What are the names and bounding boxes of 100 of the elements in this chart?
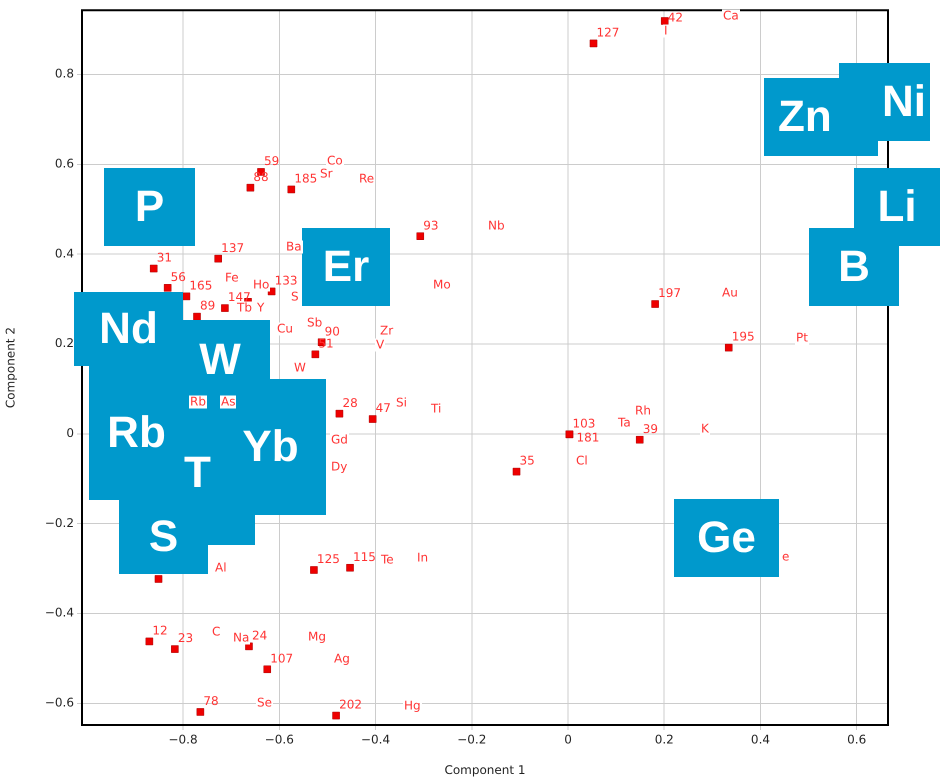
annotation: 125 xyxy=(316,552,340,566)
annotation: Co xyxy=(326,154,344,168)
annotation: Ta xyxy=(617,416,632,430)
annotation: Na xyxy=(232,630,250,644)
x-tick-label: 0.6 xyxy=(847,732,866,746)
annotation: Au xyxy=(721,286,739,300)
point xyxy=(416,232,424,240)
point xyxy=(651,300,659,308)
annotation: W xyxy=(293,360,307,374)
annotation: Gd xyxy=(330,432,349,446)
annotation: Ba xyxy=(285,240,303,254)
point xyxy=(154,575,162,583)
point xyxy=(171,645,179,653)
point xyxy=(196,708,204,716)
annotation: I xyxy=(663,24,669,38)
point xyxy=(724,344,733,352)
annotation: 137 xyxy=(221,240,244,255)
point xyxy=(346,564,354,572)
y-tick-label: 0 xyxy=(66,426,74,440)
point xyxy=(150,264,158,272)
annotation: 59 xyxy=(264,154,280,168)
annotation: Hg xyxy=(403,698,422,712)
annotation: 103 xyxy=(572,416,596,430)
annotation: 47 xyxy=(376,401,391,416)
x-tick-label: −0.2 xyxy=(457,732,486,746)
annotation: 197 xyxy=(658,286,682,300)
y-tick-label: −0.2 xyxy=(44,516,74,530)
annotation: 127 xyxy=(596,26,620,40)
y-axis-title: Component 2 xyxy=(3,327,18,408)
x-axis-title: Component 1 xyxy=(444,762,526,777)
point xyxy=(246,184,254,192)
point xyxy=(336,410,344,418)
annotation: K xyxy=(700,422,710,436)
point xyxy=(288,186,296,194)
annotation: C xyxy=(211,624,222,638)
annotation: Cu xyxy=(276,322,294,336)
annotation: Rh xyxy=(634,404,652,418)
annotation: Fe xyxy=(224,270,240,284)
annotation: 195 xyxy=(732,330,755,344)
point xyxy=(193,312,201,320)
point xyxy=(660,17,669,25)
annotation: 35 xyxy=(520,454,535,468)
annotation: Ca xyxy=(722,8,740,22)
point xyxy=(164,284,172,292)
point xyxy=(310,566,318,574)
annotation: 107 xyxy=(270,651,294,666)
annotation: Y xyxy=(256,300,266,314)
y-tick-label: −0.6 xyxy=(44,696,74,710)
annotation: 31 xyxy=(156,250,172,265)
annotation: 28 xyxy=(342,396,358,410)
annotation: 165 xyxy=(189,278,212,293)
element-tile: Zn xyxy=(764,78,878,156)
point xyxy=(590,40,598,48)
annotation: 90 xyxy=(324,324,340,338)
annotation: Te xyxy=(380,552,395,566)
annotation: 42 xyxy=(668,10,684,24)
x-tick-label: 0.4 xyxy=(750,732,770,746)
point xyxy=(636,436,644,444)
point xyxy=(263,666,272,674)
annotation: Sr xyxy=(319,166,334,180)
element-tile: B xyxy=(809,228,899,306)
annotation: S xyxy=(290,290,300,304)
annotation: V xyxy=(375,338,386,352)
annotation: 185 xyxy=(294,172,318,186)
element-tile: Er xyxy=(302,228,390,306)
x-tick-label: −0.4 xyxy=(360,732,390,746)
annotation: 12 xyxy=(152,624,168,638)
x-tick-label: −0.6 xyxy=(264,732,294,746)
annotation: 51 xyxy=(318,336,334,350)
y-tick-label: 0.2 xyxy=(54,336,74,350)
annotation: Se xyxy=(256,696,273,710)
annotation: Ag xyxy=(333,652,351,666)
annotation: Mg xyxy=(307,630,327,644)
point xyxy=(332,712,340,720)
annotation: Pt xyxy=(795,330,809,344)
annotation: e xyxy=(781,550,790,564)
annotation: Al xyxy=(214,560,228,574)
point xyxy=(214,254,222,262)
annotation: Ho xyxy=(252,278,270,292)
element-tile: Ge xyxy=(674,499,779,577)
annotation: Sb xyxy=(306,316,324,330)
y-tick-label: 0.4 xyxy=(54,246,74,260)
point xyxy=(221,304,229,312)
element-tile: S xyxy=(119,500,208,574)
x-tick-label: 0.2 xyxy=(654,732,674,746)
point xyxy=(512,468,520,476)
annotation: Mo xyxy=(432,278,452,292)
annotation: Tb xyxy=(236,300,253,314)
element-tile: Nd xyxy=(74,292,183,366)
y-tick-label: −0.4 xyxy=(44,606,74,620)
annotation: Re xyxy=(358,172,376,186)
annotation: Nb xyxy=(487,218,506,232)
annotation: 39 xyxy=(642,422,658,436)
annotation: Si xyxy=(395,396,408,410)
annotation: Dy xyxy=(330,460,348,474)
annotation: Ti xyxy=(430,402,442,416)
annotation: 133 xyxy=(274,274,298,288)
annotation: 89 xyxy=(200,298,216,313)
annotation: Cl xyxy=(575,454,589,468)
annotation: 202 xyxy=(339,698,362,712)
